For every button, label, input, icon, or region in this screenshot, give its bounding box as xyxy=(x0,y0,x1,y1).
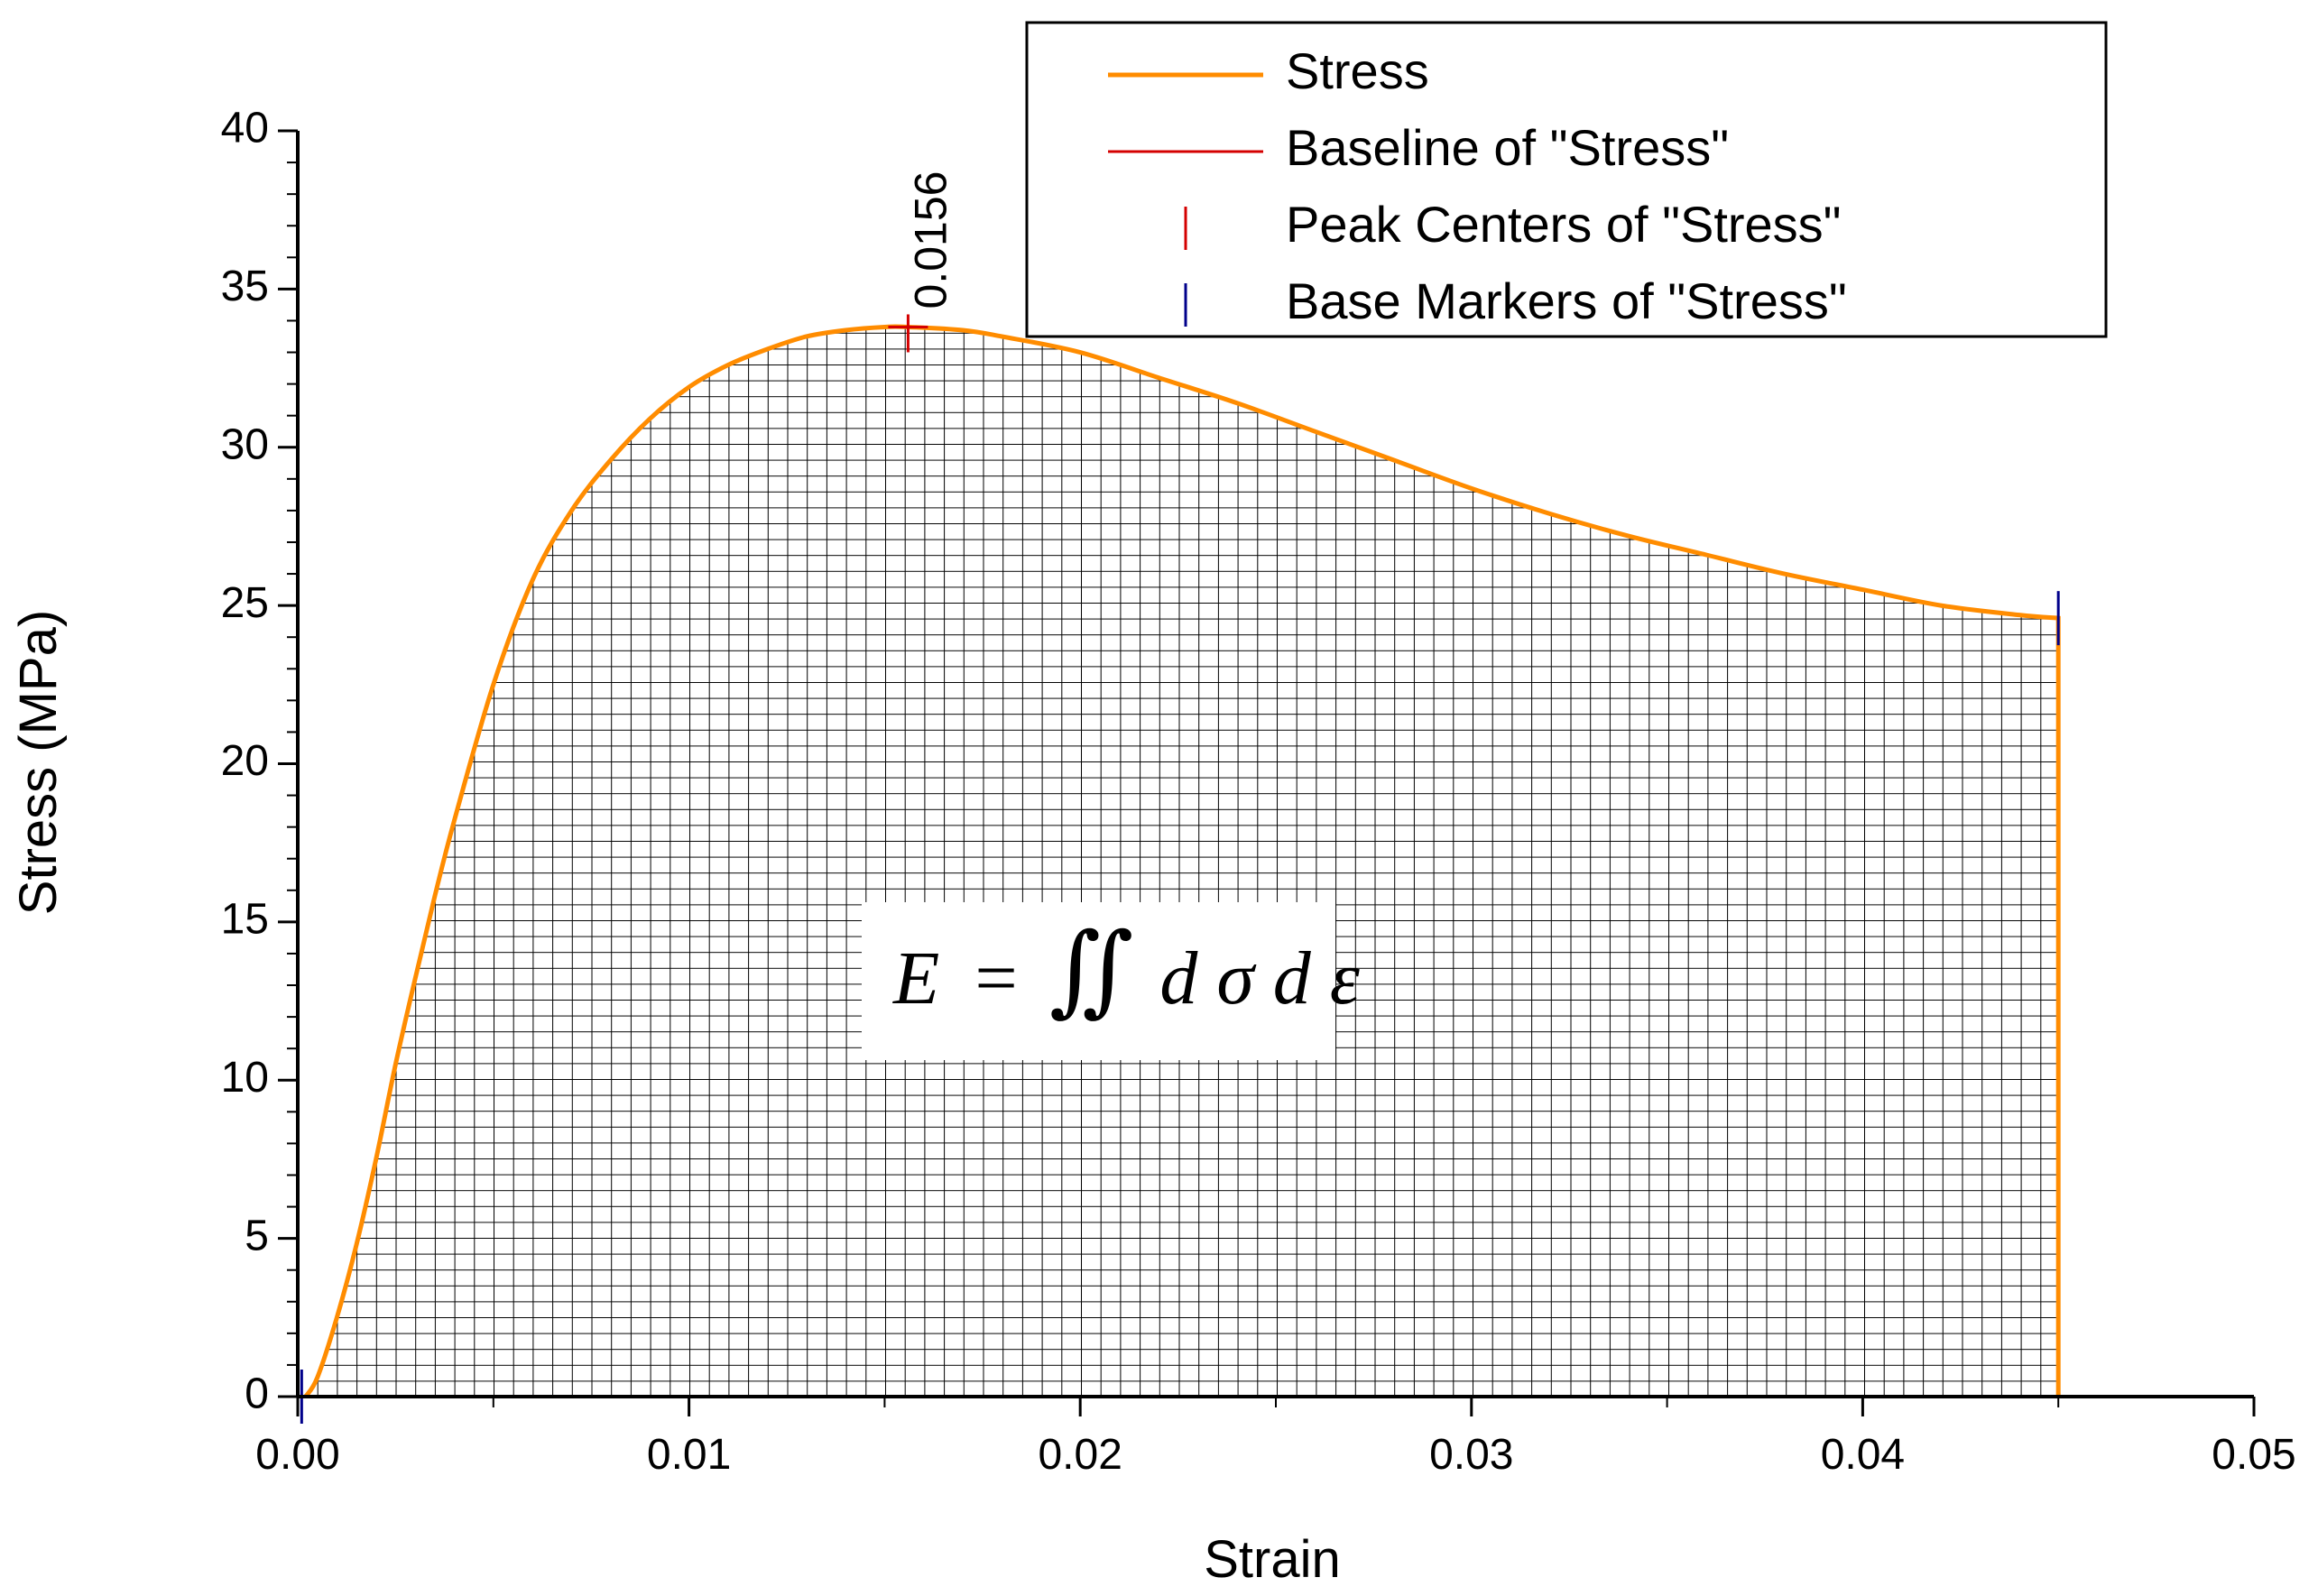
y-axis-title: Stress (MPa) xyxy=(9,610,68,915)
formula-double-integral: ∬ xyxy=(1049,915,1134,1025)
y-tick-label: 30 xyxy=(221,420,269,468)
x-tick-label: 0.00 xyxy=(255,1431,339,1479)
formula-box xyxy=(862,902,1335,1060)
y-tick-label: 35 xyxy=(221,263,269,310)
x-tick-label: 0.05 xyxy=(2212,1431,2295,1479)
x-axis-title: Strain xyxy=(1204,1530,1341,1589)
svg-text:E = ∬ d: E = ∬ d σ d ε xyxy=(892,915,1361,1025)
y-tick-label: 10 xyxy=(221,1054,269,1102)
y-tick-label: 40 xyxy=(221,105,269,152)
integrated-area xyxy=(305,327,2059,1397)
legend-label: Peak Centers of "Stress" xyxy=(1286,196,1842,253)
peak-center-label: 0.0156 xyxy=(905,171,956,309)
formula-d-epsilon-d: d xyxy=(1273,936,1312,1020)
y-tick-label: 5 xyxy=(245,1212,269,1259)
x-tick-label: 0.02 xyxy=(1038,1431,1122,1479)
x-tick-label: 0.03 xyxy=(1429,1431,1513,1479)
energy-formula-annotation: E = ∬ d σ d ε xyxy=(862,902,1361,1060)
y-tick-label: 0 xyxy=(245,1370,269,1418)
y-tick-label: 20 xyxy=(221,737,269,785)
formula-sigma: σ xyxy=(1216,936,1257,1020)
legend-label: Base Markers of "Stress" xyxy=(1286,272,1847,329)
formula-equals: = xyxy=(974,936,1017,1020)
stress-series-line xyxy=(303,324,2061,1398)
x-tick-label: 0.04 xyxy=(1821,1431,1905,1479)
formula-epsilon: ε xyxy=(1330,936,1361,1020)
legend: Stress Baseline of "Stress" Peak Centers o… xyxy=(1025,21,2108,338)
axes xyxy=(278,129,2256,1416)
legend-label: Stress xyxy=(1286,42,1429,99)
formula-e: E xyxy=(892,936,939,1020)
formula-d-sigma-d: d xyxy=(1159,936,1198,1020)
y-tick-label: 25 xyxy=(221,579,269,627)
plot-area xyxy=(298,314,2061,1424)
tick-labels: 0 5 10 15 20 25 30 35 40 0.00 0.01 0.02 0.03 0.04 0.05 xyxy=(221,105,2296,1479)
y-tick-label: 15 xyxy=(221,896,269,944)
x-tick-label: 0.01 xyxy=(647,1431,731,1479)
legend-label: Baseline of "Stress" xyxy=(1286,119,1729,176)
